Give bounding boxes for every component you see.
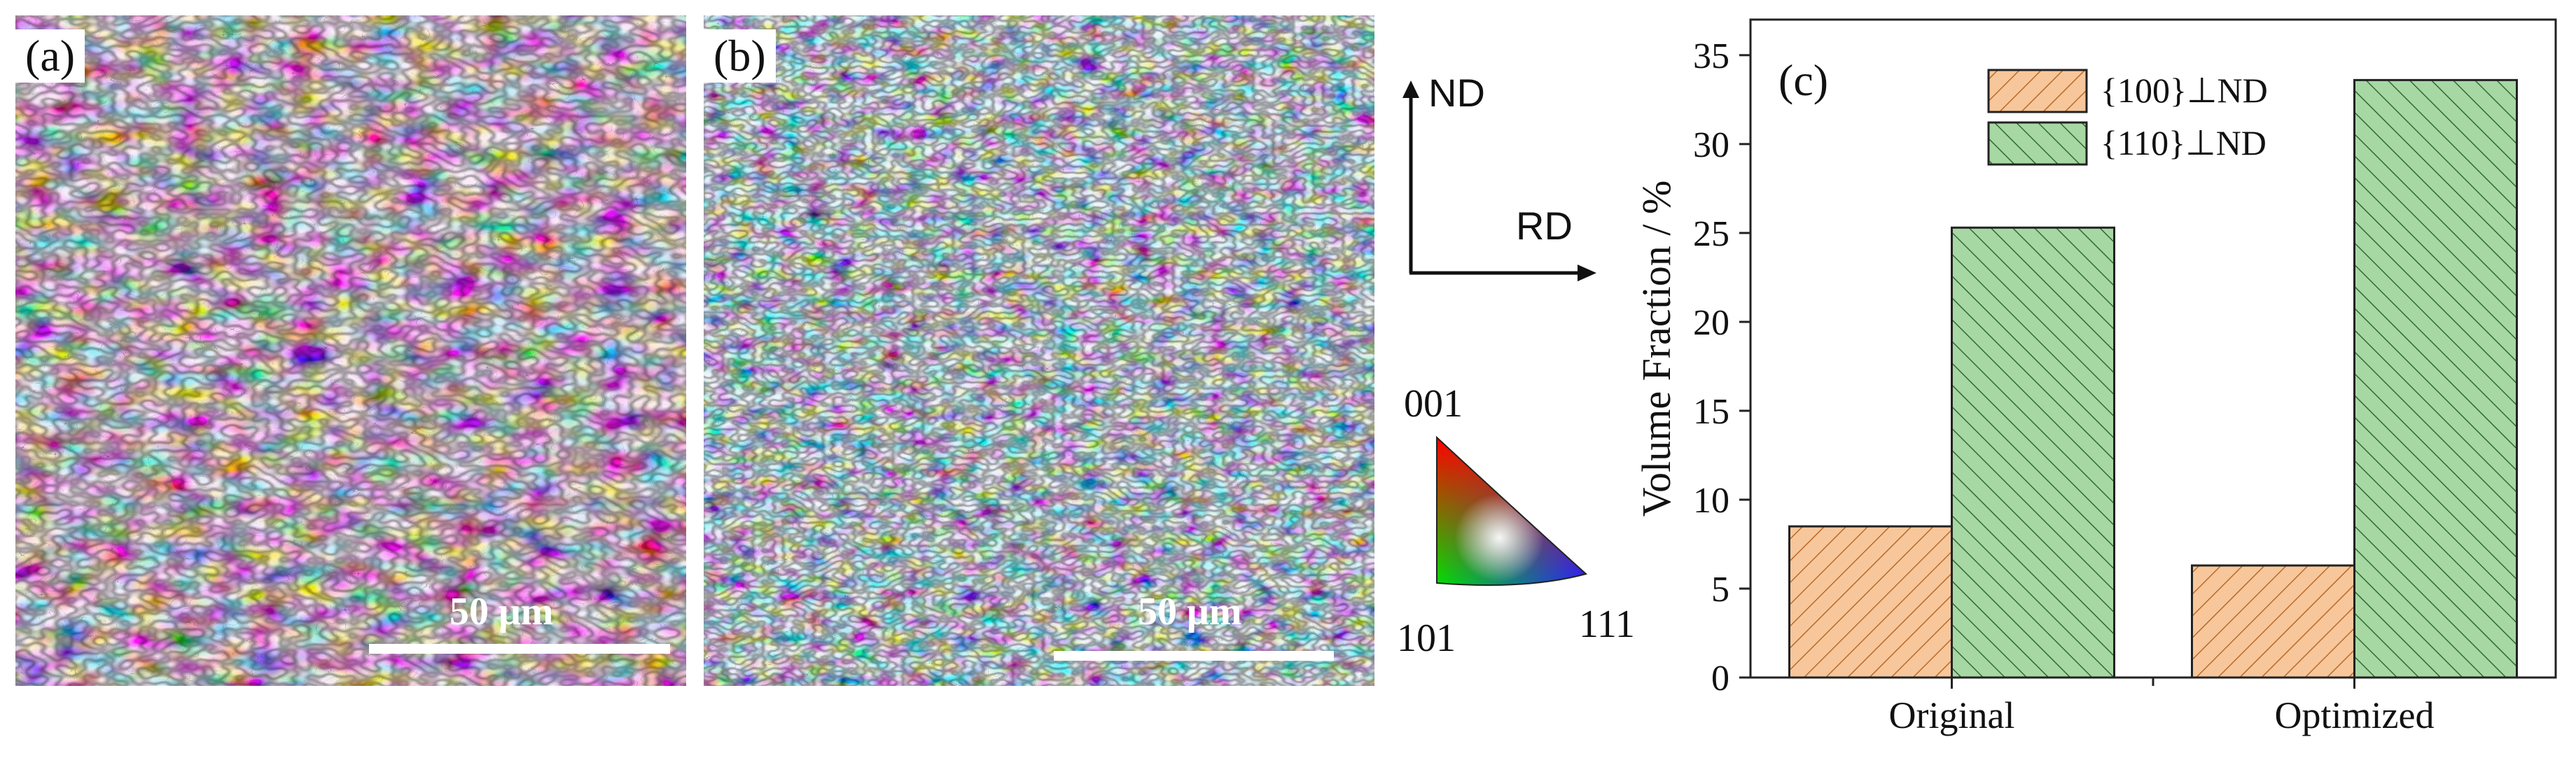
y-tick-label: 0 <box>1711 659 1729 699</box>
y-tick-label: 30 <box>1693 125 1729 165</box>
bar-orientation-100-optimized <box>2191 564 2355 679</box>
ipf-map-b: (b) 50 μm <box>704 15 1374 686</box>
legend-swatch-orientation-110 <box>1987 121 2088 166</box>
ipf-map-b-image <box>704 15 1374 686</box>
scale-bar-label-b: 50 μm <box>1138 590 1242 633</box>
scale-bar-a <box>369 644 670 654</box>
bar-orientation-110-optimized <box>2353 78 2518 679</box>
scale-bar-label-a: 50 μm <box>450 590 554 633</box>
x-tick-label: Original <box>1889 694 2015 736</box>
y-tick-label: 15 <box>1693 392 1729 432</box>
bar-orientation-100-original <box>1788 525 1953 679</box>
y-tick-label: 35 <box>1693 36 1729 76</box>
x-tick-label: Optimized <box>2275 694 2435 736</box>
legend-label-orientation-100: {100}⊥ND <box>2101 71 2268 110</box>
y-tick-label: 20 <box>1693 303 1729 343</box>
y-axis-label: Volume Fraction / % <box>1634 181 1679 517</box>
nd-label: ND <box>1428 71 1485 115</box>
panel-label-c: (c) <box>1778 55 1828 105</box>
nd-arrowhead <box>1402 80 1419 98</box>
y-tick-label: 25 <box>1693 214 1729 254</box>
ipf-map-a-image <box>15 15 686 686</box>
panel-label-b: (b) <box>704 29 776 83</box>
volume-fraction-bar-chart: 0 5 10 15 20 25 30 35 Volume Fraction / % Origina… <box>1634 18 2557 736</box>
panel-label-a: (a) <box>15 29 85 83</box>
legend-swatch-orientation-100 <box>1987 69 2088 113</box>
y-tick-label: 5 <box>1711 570 1729 610</box>
y-tick-label: 10 <box>1693 481 1729 521</box>
ipf-color-key <box>1436 435 1588 586</box>
rd-arrowhead <box>1578 265 1596 281</box>
sample-axes <box>1402 80 1596 281</box>
ipf-map-a: (a) 50 μm <box>15 15 686 686</box>
ipf-key-label-101: 101 <box>1397 617 1456 660</box>
scale-bar-b <box>1054 651 1334 661</box>
ipf-key-label-111: 111 <box>1579 603 1635 646</box>
ipf-key-label-001: 001 <box>1404 382 1463 426</box>
bar-orientation-110-original <box>1951 226 2115 679</box>
legend-label-orientation-110: {110}⊥ND <box>2101 123 2267 162</box>
rd-label: RD <box>1516 204 1573 248</box>
